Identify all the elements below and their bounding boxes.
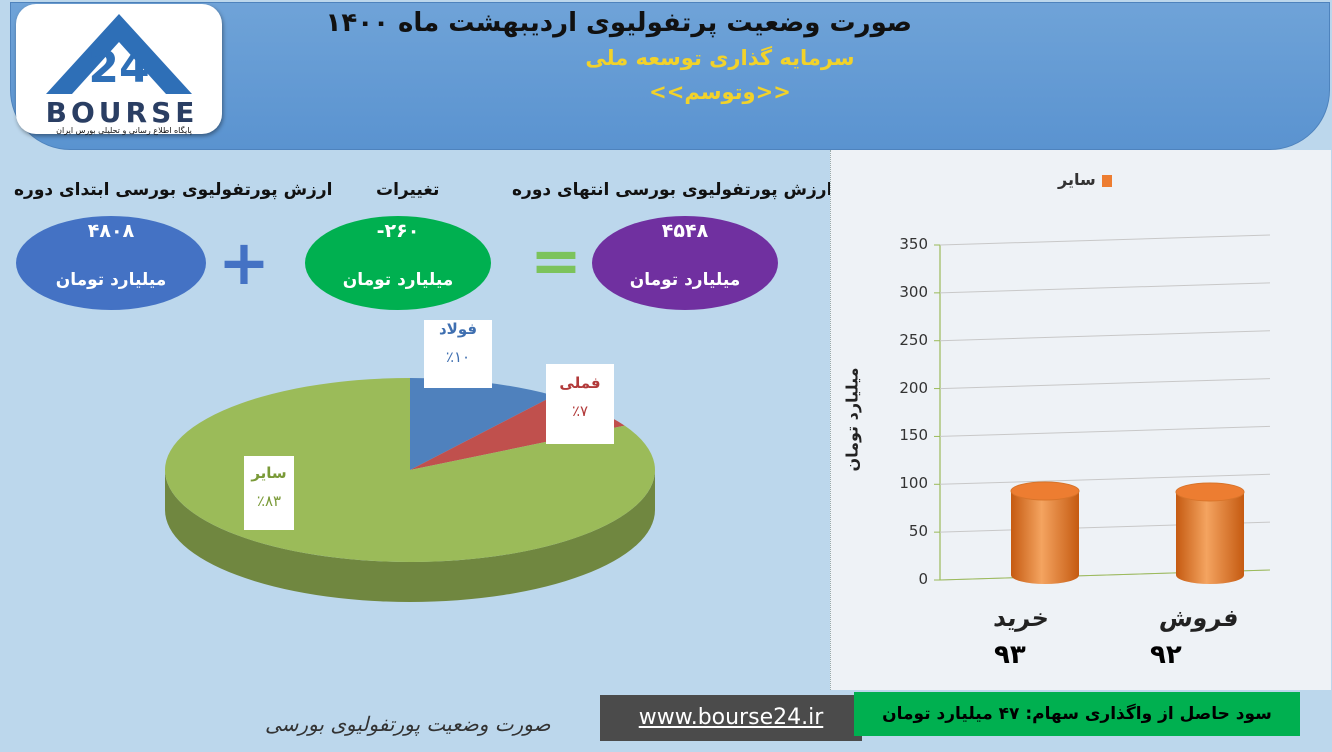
logo-text: BOURSE [45,96,199,129]
bar-1 [1176,491,1244,584]
trade-bar-chart [934,234,1271,584]
value-label-sell: ۹۲ [1150,640,1182,670]
ticker-symbol: <<وتوسم>> [649,80,791,104]
bar-cap-0 [1010,481,1080,501]
bar-legend: سایر [1058,170,1112,189]
value-label-buy: ۹۳ [994,640,1026,670]
pie-label-name: فملی [559,374,601,392]
y-axis-label: میلیارد تومان [842,367,862,472]
gridline [939,282,1271,294]
start-value-unit: میلیارد تومان [55,270,167,290]
gridline [939,330,1271,342]
logo-mark-icon: 24 [46,14,192,94]
equals-icon: = [530,224,582,297]
profit-banner: سود حاصل از واگذاری سهام: ۴۷ میلیارد توم… [854,692,1300,736]
bar-cap-1 [1175,482,1245,502]
y-tick-label: 50 [908,522,928,541]
y-tick-label: 250 [899,330,928,349]
website-link[interactable]: www.bourse24.ir [600,695,862,741]
bar-0 [1011,490,1079,584]
pie-label-pct: ٪۱۰ [445,348,471,366]
pie-slice-0 [410,378,555,470]
plus-icon: + [218,226,270,299]
end-value-label: ارزش پورتفولیوی بورسی انتهای دوره [512,180,833,200]
pie-label-name: سایر [251,464,287,482]
logo-tagline: پایگاه اطلاع رسانی و تحلیلی بورس ایران [56,126,192,135]
pie-label-sayer: سایر ٪۸۳ [244,456,294,530]
legend-swatch [1101,174,1112,187]
page-title: صورت وضعیت پرتفولیوی اردیبهشت ماه ۱۴۰۰ [325,8,912,38]
legend-label: سایر [1058,170,1096,189]
footer-caption: صورت وضعیت پورتفولیوی بورسی [265,712,551,736]
category-label-buy: خرید [992,604,1052,632]
start-value-label: ارزش پورتفولیوی بورسی ابتدای دوره [14,180,333,200]
pie-label-fameli: فملی ٪۷ [546,364,614,444]
gridline [939,378,1271,390]
end-value-oval: ۴۵۴۸ میلیارد تومان [592,216,778,310]
pie-label-foolad: فولاد ٪۱۰ [424,320,492,388]
gridline [939,234,1271,246]
y-tick-label: 300 [899,282,928,301]
end-value-unit: میلیارد تومان [629,270,741,290]
y-tick-label: 350 [899,235,928,253]
pie-label-pct: ٪۷ [571,402,589,420]
change-value-unit: میلیارد تومان [342,270,454,290]
start-value: ۴۸۰۸ [87,220,135,242]
y-tick-label: 200 [899,378,928,397]
pie-side-depth [165,470,655,602]
header-banner [10,2,1330,150]
change-label: تغییرات [376,180,440,200]
gridline [939,473,1271,485]
y-tick-label: 0 [918,570,928,588]
y-tick-label: 100 [899,474,928,493]
company-name: سرمایه گذاری توسعه ملی [585,46,855,70]
y-tick-label: 150 [899,426,928,445]
category-label-sell: فروش [1158,604,1241,632]
pie-label-pct: ٪۸۳ [256,492,282,510]
pie-label-name: فولاد [438,320,478,338]
gridline [939,425,1271,437]
start-value-oval: ۴۸۰۸ میلیارد تومان [16,216,206,310]
change-value-oval: -۲۶۰ میلیارد تومان [305,216,491,310]
change-value: -۲۶۰ [376,220,420,242]
logo-number: 24 [88,42,149,93]
trade-chart-panel [830,150,1331,690]
end-value: ۴۵۴۸ [661,220,709,242]
bourse24-logo[interactable]: 24 BOURSE پایگاه اطلاع رسانی و تحلیلی بو… [16,4,222,135]
